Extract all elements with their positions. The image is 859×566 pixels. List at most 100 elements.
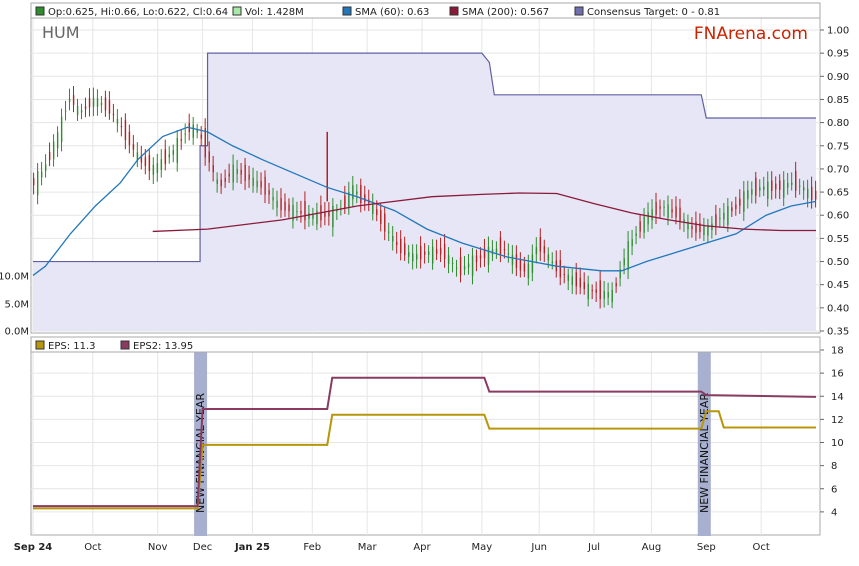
- candle-body: [164, 149, 167, 164]
- legend-sma60-swatch: [342, 6, 352, 16]
- candle-body: [647, 212, 649, 225]
- candle-body: [487, 246, 490, 265]
- candle-body: [551, 261, 554, 264]
- candle-body: [108, 100, 111, 114]
- eps-y-tick-label: 18: [831, 346, 844, 357]
- candle-body: [256, 180, 258, 188]
- candle-body: [703, 226, 705, 235]
- x-tick-label: Jan 25: [234, 542, 270, 553]
- candle-body: [64, 110, 67, 112]
- candle-body: [727, 206, 729, 225]
- candle-body: [332, 205, 334, 228]
- candle-body: [787, 182, 789, 188]
- eps-y-tick-label: 4: [831, 507, 837, 518]
- candle-body: [623, 258, 625, 266]
- legend-eps2: EPS2: 13.95: [133, 341, 193, 352]
- candle-body: [683, 219, 685, 223]
- candle-body: [136, 152, 139, 162]
- candle-body: [515, 254, 518, 268]
- y-tick-label: 0.75: [827, 141, 849, 152]
- candle-body: [811, 186, 813, 200]
- candle-body: [304, 201, 306, 221]
- candle-body: [156, 163, 159, 173]
- eps2-line: [33, 376, 817, 508]
- candle-body: [168, 154, 171, 158]
- legend-ohlc-swatch: [35, 6, 45, 16]
- candle-body: [687, 221, 689, 230]
- candle-body: [535, 247, 538, 255]
- x-tick-label: Sep: [697, 542, 716, 553]
- candle-body: [272, 197, 274, 201]
- candle-body: [204, 127, 206, 158]
- candle-body: [412, 253, 414, 262]
- candle-body: [208, 151, 210, 163]
- eps-y-tick-label: 14: [831, 392, 844, 403]
- legend-vol-swatch: [232, 6, 242, 16]
- candle-body: [196, 129, 198, 133]
- candle-body: [120, 125, 123, 128]
- y-tick-label: 0.80: [827, 118, 849, 129]
- candle-body: [615, 283, 617, 287]
- event-label: NEW FINANCIAL YEAR: [698, 393, 711, 513]
- candle-body: [116, 118, 119, 124]
- candle-body: [100, 102, 103, 106]
- candle-body: [264, 176, 266, 195]
- candle-body: [160, 159, 163, 170]
- candle-body: [308, 212, 310, 219]
- candle-body: [296, 211, 298, 213]
- candle-body: [92, 97, 95, 107]
- candle-body: [252, 177, 254, 186]
- candle-body: [420, 245, 422, 260]
- candle-body: [212, 165, 214, 173]
- y-tick-label: 0.90: [827, 72, 849, 83]
- candle-body: [643, 216, 645, 233]
- candle-body: [439, 247, 442, 255]
- candle-body: [627, 241, 629, 270]
- y-tick-label: 0.50: [827, 257, 849, 268]
- candle-body: [595, 289, 597, 293]
- candle-body: [799, 185, 801, 187]
- sma200-line: [152, 192, 816, 233]
- candle-body: [463, 266, 466, 270]
- candle-body: [427, 251, 430, 256]
- candle-body: [655, 201, 657, 215]
- legend-eps-swatch: [35, 340, 45, 350]
- candle-body: [404, 243, 406, 256]
- candle-body: [743, 191, 745, 212]
- volume-tick-label: 10.0M: [0, 272, 29, 283]
- legend-top: Op:0.625, Hi:0.66, Lo:0.622, Cl:0.64 Vol…: [30, 2, 821, 19]
- candle-body: [523, 263, 526, 272]
- candle-body: [747, 190, 749, 200]
- candle-body: [791, 182, 793, 185]
- x-tick-label: Feb: [303, 542, 321, 553]
- candle-body: [779, 180, 781, 190]
- y-tick-label: 0.70: [827, 164, 849, 175]
- candle-body: [671, 209, 673, 213]
- candle-body: [795, 170, 797, 191]
- candle-body: [328, 211, 330, 217]
- candle-body: [499, 237, 502, 255]
- legend-bottom: EPS: 11.3 EPS2: 13.95: [30, 336, 821, 353]
- candle-body: [639, 221, 641, 232]
- candle-body: [431, 246, 434, 264]
- candle-body: [767, 181, 769, 200]
- candle-body: [559, 259, 562, 278]
- candle-body: [172, 150, 175, 155]
- eps-y-tick-label: 12: [831, 415, 844, 426]
- candle-body: [33, 178, 35, 186]
- candle-body: [755, 177, 757, 196]
- candle-body: [56, 132, 59, 149]
- y-tick-label: 0.55: [827, 234, 849, 245]
- candle-body: [587, 283, 589, 300]
- candle-body: [228, 173, 230, 177]
- x-tick-label: Oct: [752, 542, 769, 553]
- candle-body: [739, 198, 741, 206]
- candle-body: [707, 224, 709, 236]
- candle-body: [807, 188, 809, 199]
- candle-body: [68, 98, 71, 102]
- candle-body: [344, 195, 346, 209]
- candle-body: [176, 138, 179, 163]
- y-tick-label: 0.60: [827, 211, 849, 222]
- eps-y-tick-label: 8: [831, 461, 837, 472]
